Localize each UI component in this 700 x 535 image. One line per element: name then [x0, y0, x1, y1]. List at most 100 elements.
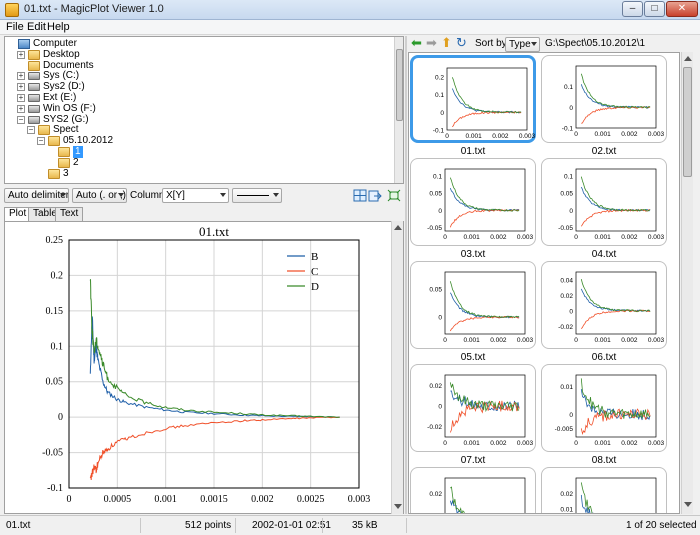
thumbnail-y-tick: 0.01	[560, 384, 573, 391]
collapse-icon[interactable]: −	[17, 114, 25, 124]
thumbnail-caption: 03.txt	[460, 249, 486, 260]
thumbnail-card[interactable]: 0.05 0 0 0.001 0.002 0.003	[410, 261, 536, 349]
thumbnail-y-tick: -0.05	[427, 225, 442, 232]
thumbnail-card[interactable]: 0.01 0 -0.005 0 0.001 0.002 0.003	[541, 364, 667, 452]
menu-bar: File Edit Help	[0, 20, 700, 35]
thumbnail-card[interactable]: 0.1 0.05 0 -0.05 0 0.001 0.002 0.003	[541, 158, 667, 246]
scroll-up-icon[interactable]	[684, 56, 692, 61]
thumbnail-series	[580, 408, 651, 436]
collapse-icon[interactable]: −	[37, 136, 45, 146]
scroll-down-icon[interactable]	[394, 504, 402, 509]
folder-tree[interactable]: Computer + Desktop Documents + Sys (C:) + Sys2 …	[4, 36, 404, 184]
thumbnail-card[interactable]: 0.1 0 -0.1 0 0.001 0.002 0.003	[541, 55, 667, 143]
export-icon[interactable]	[367, 188, 383, 203]
plot-scrollbar[interactable]	[391, 221, 403, 514]
thumbnail-caption: 04.txt	[591, 249, 617, 260]
decimal-separator-select[interactable]: Auto (. or ,)	[72, 188, 127, 203]
plot-frame	[68, 239, 360, 489]
thumbnail-series	[580, 278, 651, 313]
title-bar: 01.txt - MagicPlot Viewer 1.0 ‒ □ ✕	[0, 0, 700, 20]
scroll-up-icon[interactable]	[394, 225, 402, 230]
plot-panel[interactable]: 01.txt 0 0.0005 0.001 0.0015 0.002 0.0025 0.003…	[4, 221, 404, 514]
thumbnail-x-tick: 0.001	[464, 234, 481, 241]
thumbnail-y-tick: -0.02	[558, 324, 573, 331]
fit-to-view-icon[interactable]	[386, 188, 402, 203]
thumbnail-series	[449, 281, 520, 319]
thumbnail-caption: 07.txt	[460, 455, 486, 466]
up-arrow-icon[interactable]: ⬆	[441, 35, 452, 50]
thumbnail-x-tick: 0.001	[595, 131, 612, 138]
thumbnail-card[interactable]: 0.04 0.02 0 -0.02 0 0.001 0.002 0.003	[541, 261, 667, 349]
chevron-down-icon	[273, 193, 279, 197]
expand-icon[interactable]: +	[17, 93, 25, 102]
folder-icon	[58, 157, 70, 168]
delimiter-select[interactable]: Auto delimiter	[4, 188, 69, 203]
thumbnail-x-tick: 0	[574, 131, 578, 138]
thumbnail-x-tick: 0.003	[648, 337, 665, 344]
thumbnail-y-tick: -0.02	[427, 424, 442, 431]
gallery-scroll-thumb[interactable]	[683, 67, 692, 177]
tree-item-label: SYS2 (G:)	[43, 113, 89, 125]
menu-file[interactable]: File	[6, 21, 24, 33]
thumbnail-gallery[interactable]: 0.2 0.1 0 -0.1 0 0.001 0.002 0.003 01.txt 0.1 0 -0.…	[408, 52, 680, 514]
menu-help[interactable]: Help	[47, 21, 70, 33]
thumbnail-x-tick: 0	[443, 234, 447, 241]
x-tick-label: 0.0015	[200, 494, 228, 505]
expand-icon[interactable]: +	[17, 82, 25, 92]
main-chart[interactable]: 01.txt 0 0.0005 0.001 0.0015 0.002 0.0025 0.003…	[5, 222, 391, 513]
refresh-icon[interactable]: ↻	[456, 35, 467, 50]
forward-arrow-icon[interactable]: ➡	[426, 35, 437, 50]
collapse-icon[interactable]: −	[27, 125, 35, 135]
scroll-down-icon[interactable]	[684, 502, 692, 507]
sort-select[interactable]: Type	[505, 37, 540, 52]
thumbnail-series	[580, 73, 651, 109]
minimize-button[interactable]: ‒	[622, 1, 643, 17]
expand-icon[interactable]: +	[17, 71, 25, 81]
panel-splitter[interactable]	[405, 36, 407, 514]
y-tick-label: 0	[58, 412, 63, 423]
status-divider	[235, 518, 236, 533]
tree-item-label: Ext (E:)	[43, 92, 77, 103]
status-size: 35 kB	[352, 520, 378, 531]
expand-icon[interactable]: +	[17, 49, 25, 59]
thumbnail-y-tick: -0.05	[558, 225, 573, 232]
thumbnail-x-tick: 0.002	[621, 234, 638, 241]
tab-text[interactable]: Text	[55, 207, 84, 221]
gallery-scrollbar[interactable]	[681, 52, 693, 514]
thumbnail-caption: 02.txt	[591, 146, 617, 157]
thumbnail-card[interactable]: 0.2 0.1 0 -0.1 0 0.001 0.002 0.003	[410, 55, 536, 143]
grid-view-icon[interactable]	[352, 188, 368, 203]
y-tick-label: 0.05	[46, 377, 64, 388]
sort-label: Sort by:	[475, 38, 510, 49]
thumbnail-y-tick: 0	[440, 110, 444, 117]
maximize-button[interactable]: □	[644, 1, 665, 17]
thumbnail-y-tick: 0.02	[560, 491, 573, 498]
back-arrow-icon[interactable]: ⬅	[411, 35, 422, 50]
thumbnail-chart: 0.10-0.10 0.001 0.002 0.003	[562, 65, 665, 138]
tree-item-label: Win OS (F:)	[43, 102, 96, 114]
tree-scroll-thumb[interactable]	[396, 49, 403, 121]
tree-item-label: 1	[73, 146, 83, 158]
thumbnail-card[interactable]: 0.1 0.05 0 -0.05 0 0.001 0.002 0.003	[410, 158, 536, 246]
thumbnail-y-tick: 0	[569, 208, 573, 215]
thumbnail-card[interactable]: 0.02 0 -0.02 0 0.001 0.002 0.003	[410, 364, 536, 452]
thumbnail-chart: 0.02 0 -0.02 0 0.001 0.002 0.003	[427, 374, 534, 447]
close-button[interactable]: ✕	[666, 1, 698, 17]
tree-item-label: Sys2 (D:)	[43, 81, 85, 93]
thumbnail-x-tick: 0.001	[466, 133, 483, 140]
series-line-B	[89, 316, 340, 418]
folder-icon	[48, 136, 60, 147]
thumbnail-x-tick: 0	[574, 337, 578, 344]
window-title: 01.txt - MagicPlot Viewer 1.0	[24, 3, 164, 15]
tree-item-label: Spect	[53, 124, 79, 136]
columns-select[interactable]: X[Y]	[162, 188, 229, 203]
thumbnail-x-tick: 0	[574, 234, 578, 241]
thumbnail-x-tick: 0	[445, 133, 449, 140]
expand-icon[interactable]: +	[17, 103, 25, 113]
menu-edit[interactable]: Edit	[27, 21, 46, 33]
tree-scrollbar[interactable]	[394, 37, 403, 183]
line-style-select[interactable]	[232, 188, 282, 203]
